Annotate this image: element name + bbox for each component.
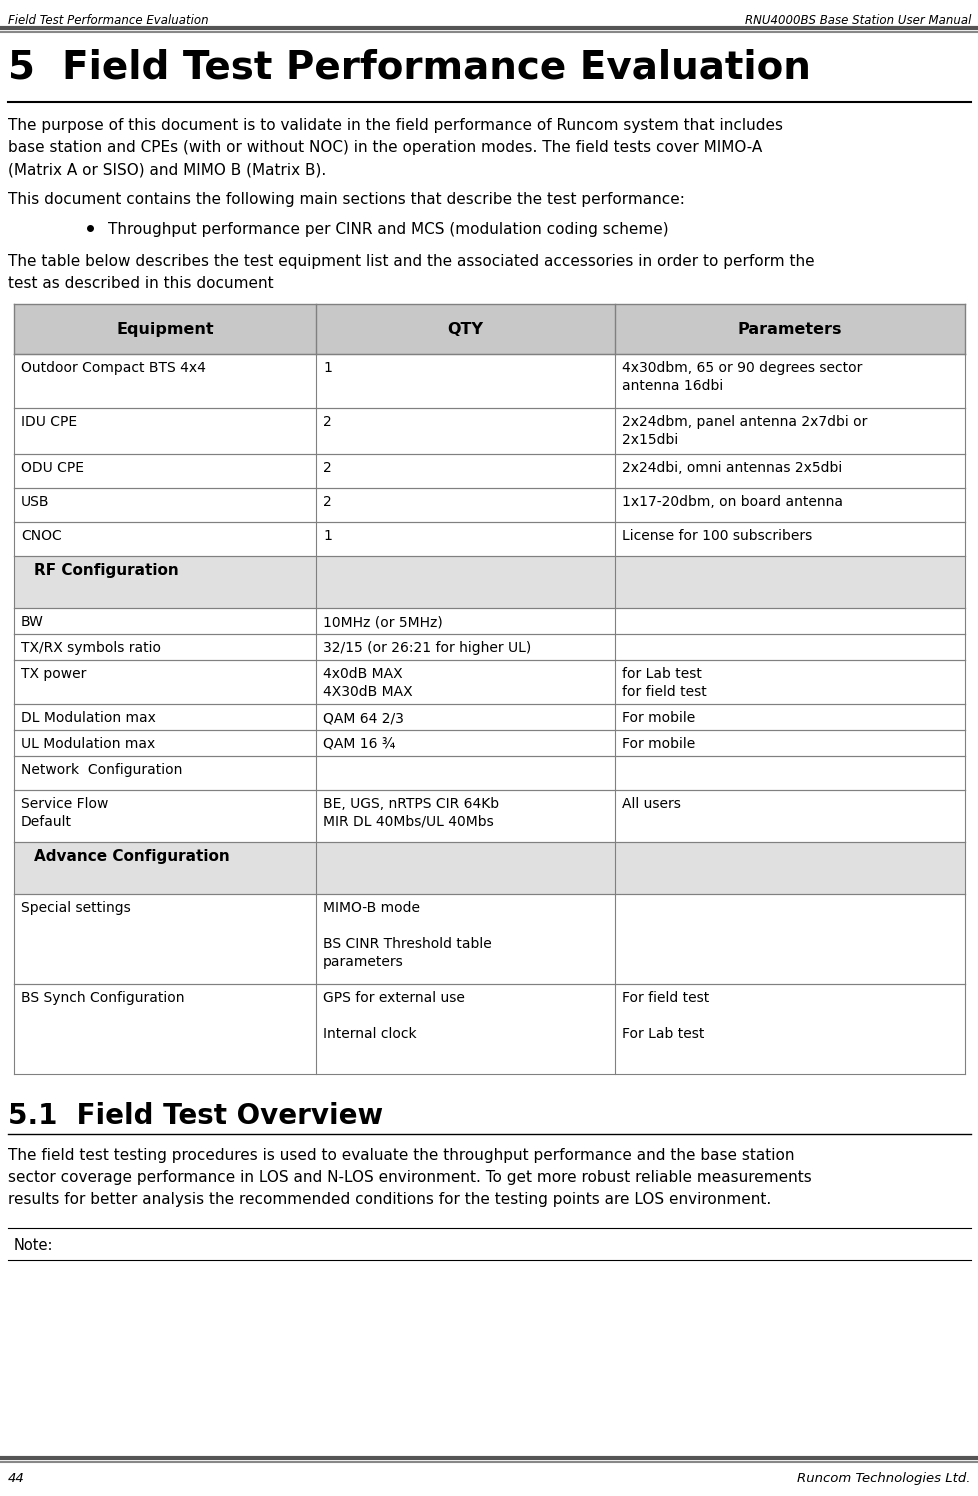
Bar (14, 408, 964, 453)
Text: CNOC: CNOC (21, 530, 62, 543)
Text: 10MHz (or 5MHz): 10MHz (or 5MHz) (323, 615, 442, 628)
Text: base station and CPEs (with or without NOC) in the operation modes. The field te: base station and CPEs (with or without N… (8, 141, 762, 156)
Text: License for 100 subscribers: License for 100 subscribers (621, 530, 812, 543)
Text: test as described in this document: test as described in this document (8, 275, 273, 292)
Text: 1: 1 (323, 530, 332, 543)
Text: Field Test Performance Evaluation: Field Test Performance Evaluation (8, 13, 208, 27)
Text: TX power: TX power (21, 667, 86, 681)
Text: sector coverage performance in LOS and N-LOS environment. To get more robust rel: sector coverage performance in LOS and N… (8, 1170, 811, 1185)
Text: The table below describes the test equipment list and the associated accessories: The table below describes the test equip… (8, 254, 814, 269)
Text: (Matrix A or SISO) and MIMO B (Matrix B).: (Matrix A or SISO) and MIMO B (Matrix B)… (8, 162, 326, 177)
Text: For field test

For Lab test: For field test For Lab test (621, 990, 708, 1041)
Bar (14, 488, 964, 522)
Text: Equipment: Equipment (116, 322, 213, 337)
Text: 1: 1 (323, 361, 332, 375)
Text: The field test testing procedures is used to evaluate the throughput performance: The field test testing procedures is use… (8, 1147, 794, 1162)
Text: For mobile: For mobile (621, 711, 694, 726)
Text: 1x17-20dbm, on board antenna: 1x17-20dbm, on board antenna (621, 495, 842, 509)
Text: RF Configuration: RF Configuration (34, 562, 179, 577)
Text: 32/15 (or 26:21 for higher UL): 32/15 (or 26:21 for higher UL) (323, 640, 531, 655)
Text: Parameters: Parameters (737, 322, 841, 337)
Text: ODU CPE: ODU CPE (21, 461, 84, 476)
Bar (14, 607, 964, 634)
Bar (14, 895, 964, 984)
Text: QAM 64 2/3: QAM 64 2/3 (323, 711, 404, 726)
Text: MIMO-B mode

BS CINR Threshold table
parameters: MIMO-B mode BS CINR Threshold table para… (323, 901, 491, 968)
Text: Runcom Technologies Ltd.: Runcom Technologies Ltd. (797, 1472, 970, 1486)
Text: Special settings: Special settings (21, 901, 131, 916)
Text: 2x24dbi, omni antennas 2x5dbi: 2x24dbi, omni antennas 2x5dbi (621, 461, 841, 476)
Text: QAM 16 ¾: QAM 16 ¾ (323, 738, 395, 751)
Text: 4x0dB MAX
4X30dB MAX: 4x0dB MAX 4X30dB MAX (323, 667, 412, 699)
Text: Throughput performance per CINR and MCS (modulation coding scheme): Throughput performance per CINR and MCS … (108, 221, 668, 236)
Bar (14, 304, 964, 355)
Text: 5.1  Field Test Overview: 5.1 Field Test Overview (8, 1103, 382, 1129)
Bar (14, 557, 964, 607)
Text: UL Modulation max: UL Modulation max (21, 738, 156, 751)
Bar (14, 355, 964, 408)
Text: DL Modulation max: DL Modulation max (21, 711, 156, 726)
Bar (14, 790, 964, 842)
Text: This document contains the following main sections that describe the test perfor: This document contains the following mai… (8, 191, 685, 206)
Text: for Lab test
for field test: for Lab test for field test (621, 667, 706, 699)
Text: 44: 44 (8, 1472, 24, 1486)
Text: Note:: Note: (14, 1239, 54, 1254)
Text: 4x30dbm, 65 or 90 degrees sector
antenna 16dbi: 4x30dbm, 65 or 90 degrees sector antenna… (621, 361, 862, 393)
Bar (14, 453, 964, 488)
Text: BS Synch Configuration: BS Synch Configuration (21, 990, 184, 1005)
Bar (14, 660, 964, 705)
Text: Outdoor Compact BTS 4x4: Outdoor Compact BTS 4x4 (21, 361, 205, 375)
Text: Advance Configuration: Advance Configuration (34, 850, 230, 865)
Text: GPS for external use

Internal clock: GPS for external use Internal clock (323, 990, 465, 1041)
Bar (14, 842, 964, 895)
Text: For mobile: For mobile (621, 738, 694, 751)
Text: All users: All users (621, 797, 680, 811)
Bar (14, 755, 964, 790)
Bar (14, 634, 964, 660)
Text: TX/RX symbols ratio: TX/RX symbols ratio (21, 640, 160, 655)
Text: QTY: QTY (447, 322, 482, 337)
Text: Service Flow
Default: Service Flow Default (21, 797, 109, 829)
Text: BE, UGS, nRTPS CIR 64Kb
MIR DL 40Mbs/UL 40Mbs: BE, UGS, nRTPS CIR 64Kb MIR DL 40Mbs/UL … (323, 797, 499, 829)
Text: RNU4000BS Base Station User Manual: RNU4000BS Base Station User Manual (744, 13, 970, 27)
Text: Network  Configuration: Network Configuration (21, 763, 182, 776)
Bar (14, 705, 964, 730)
Bar (14, 730, 964, 755)
Text: 2x24dbm, panel antenna 2x7dbi or
2x15dbi: 2x24dbm, panel antenna 2x7dbi or 2x15dbi (621, 414, 867, 447)
Text: The purpose of this document is to validate in the field performance of Runcom s: The purpose of this document is to valid… (8, 118, 782, 133)
Text: results for better analysis the recommended conditions for the testing points ar: results for better analysis the recommen… (8, 1192, 771, 1207)
Text: 2: 2 (323, 495, 332, 509)
Text: BW: BW (21, 615, 44, 628)
Text: IDU CPE: IDU CPE (21, 414, 77, 429)
Text: 2: 2 (323, 414, 332, 429)
Bar (14, 522, 964, 557)
Text: 2: 2 (323, 461, 332, 476)
Bar (14, 984, 964, 1074)
Text: 5  Field Test Performance Evaluation: 5 Field Test Performance Evaluation (8, 48, 810, 85)
Text: USB: USB (21, 495, 50, 509)
